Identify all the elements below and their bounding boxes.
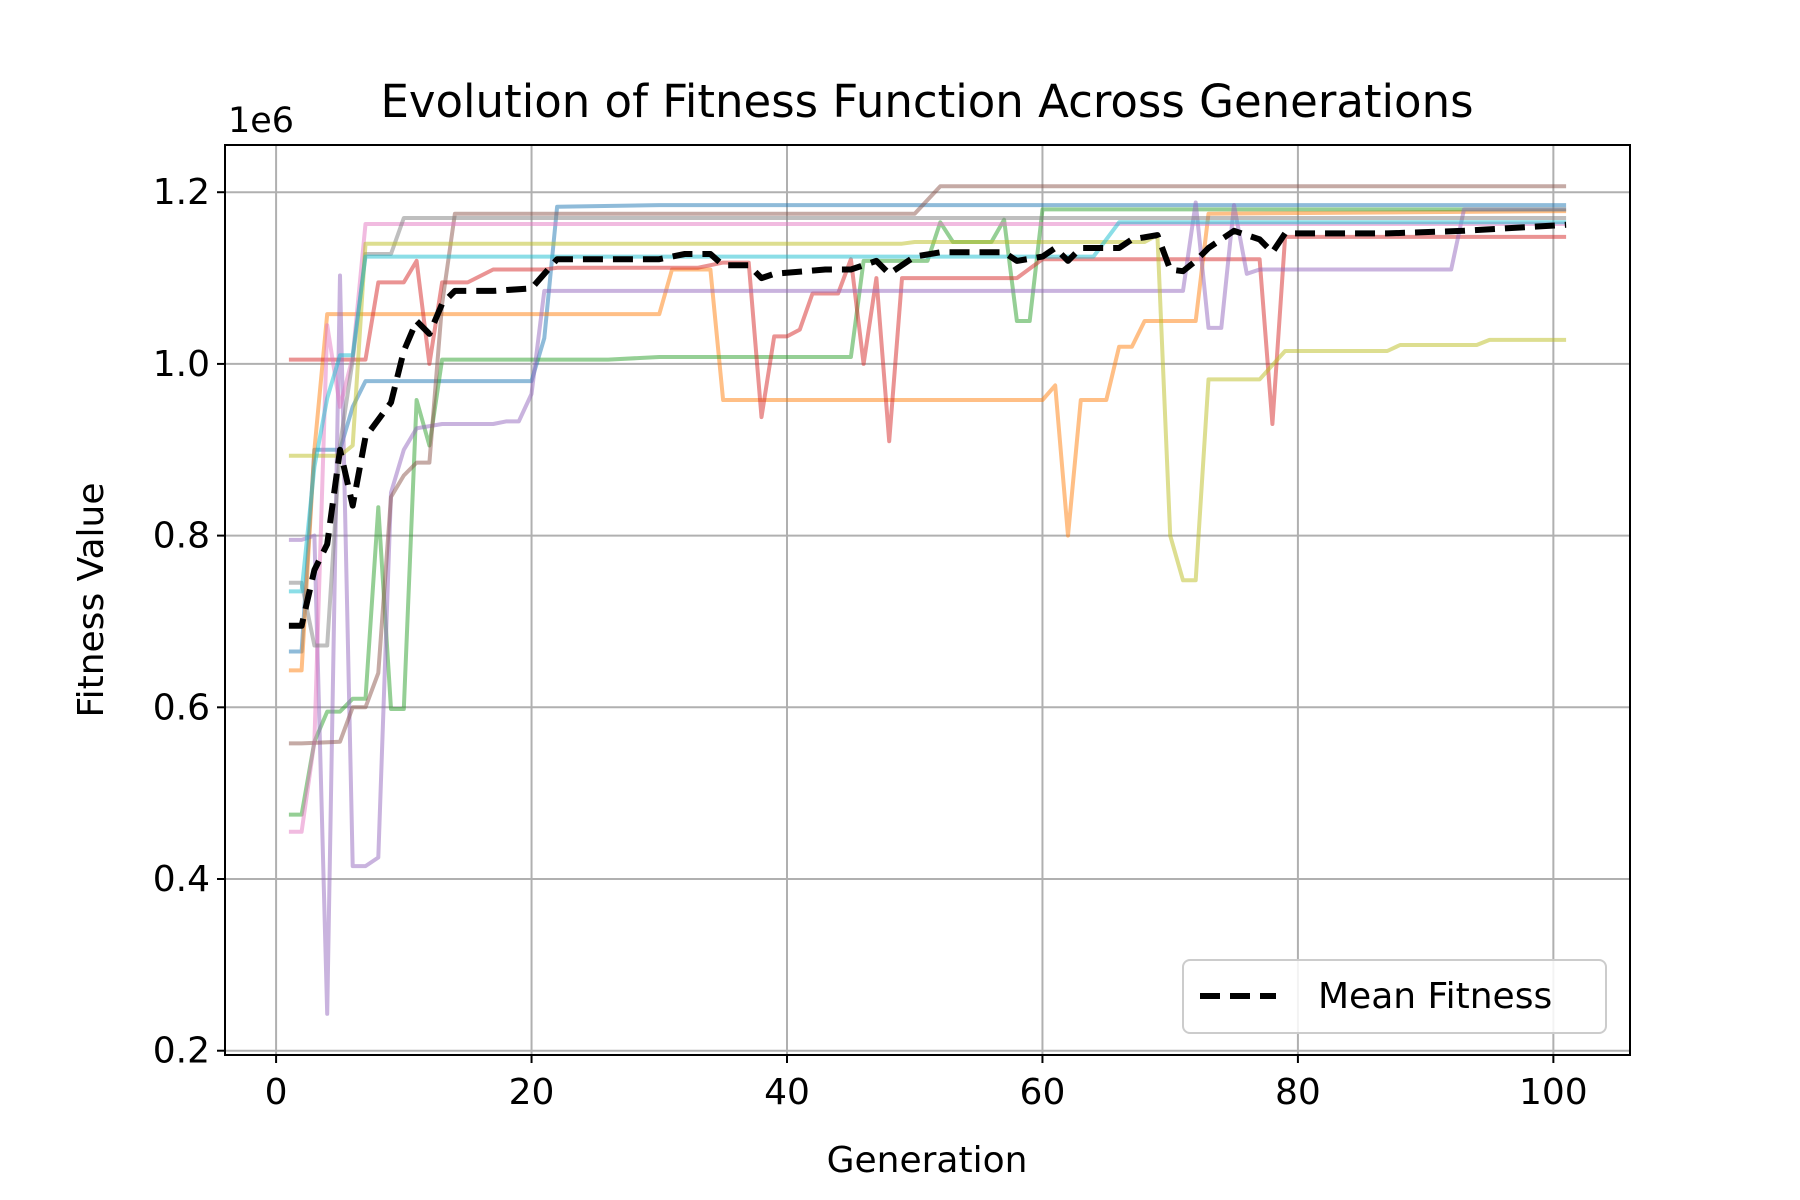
x-axis-ticks: 0 20 40 60 80 100 (265, 1055, 1588, 1113)
legend-mean-label: Mean Fitness (1318, 976, 1552, 1017)
grid-lines (225, 145, 1630, 1055)
series-line-9 (288, 233, 1567, 583)
x-tick-label: 20 (509, 1072, 555, 1113)
mean-line-layer (288, 221, 1567, 629)
y-axis-label: Fitness Value (71, 483, 112, 718)
series-lines (288, 184, 1567, 1016)
y-axis-ticks: 0.2 0.4 0.6 0.8 1.0 1.2 (153, 172, 225, 1072)
legend: Mean Fitness (1182, 959, 1607, 1034)
x-tick-label: 100 (1519, 1072, 1588, 1113)
plot-frame (224, 144, 1631, 1056)
y-scale-label: 1e6 (228, 101, 294, 141)
y-tick-label: 0.8 (153, 516, 210, 557)
y-tick-label: 1.2 (153, 172, 210, 213)
series-line-8 (288, 216, 1567, 648)
x-tick-label: 60 (1020, 1072, 1066, 1113)
y-tick-label: 1.0 (153, 344, 210, 385)
x-axis-label: Generation (827, 1140, 1028, 1181)
x-tick-label: 40 (764, 1072, 810, 1113)
series-line-6 (288, 184, 1567, 746)
x-tick-label: 0 (265, 1072, 288, 1113)
mean-fitness-line (288, 221, 1567, 629)
series-line-10 (288, 220, 1567, 594)
legend-box (1182, 959, 1607, 1034)
y-tick-label: 0.2 (153, 1031, 210, 1072)
series-line-4 (288, 234, 1567, 444)
y-tick-label: 0.4 (153, 859, 210, 900)
x-tick-label: 80 (1275, 1072, 1321, 1113)
series-line-3 (288, 207, 1567, 817)
chart-title: Evolution of Fitness Function Across Gen… (380, 75, 1473, 128)
y-tick-label: 0.6 (153, 687, 210, 728)
series-line-2 (288, 209, 1567, 673)
